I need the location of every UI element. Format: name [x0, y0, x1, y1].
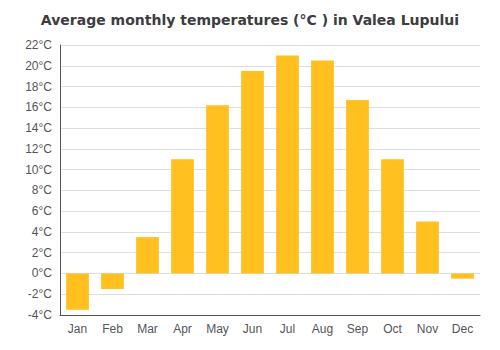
svg-text:Jun: Jun: [243, 322, 262, 336]
svg-text:16°C: 16°C: [25, 100, 52, 114]
svg-text:12°C: 12°C: [25, 142, 52, 156]
svg-text:Sep: Sep: [347, 322, 369, 336]
svg-text:22°C: 22°C: [25, 38, 52, 52]
svg-text:Dec: Dec: [452, 322, 473, 336]
svg-text:-2°C: -2°C: [28, 287, 52, 301]
svg-text:Jan: Jan: [68, 322, 87, 336]
svg-text:Aug: Aug: [312, 322, 333, 336]
svg-text:Jul: Jul: [280, 322, 295, 336]
svg-text:Nov: Nov: [417, 322, 438, 336]
svg-text:6°C: 6°C: [32, 204, 52, 218]
svg-text:8°C: 8°C: [32, 183, 52, 197]
svg-text:10°C: 10°C: [25, 163, 52, 177]
svg-text:0°C: 0°C: [32, 266, 52, 280]
svg-text:2°C: 2°C: [32, 246, 52, 260]
svg-text:Mar: Mar: [137, 322, 158, 336]
svg-text:20°C: 20°C: [25, 59, 52, 73]
svg-text:18°C: 18°C: [25, 80, 52, 94]
svg-text:Average monthly temperatures (: Average monthly temperatures (°C ) in Va…: [41, 12, 459, 28]
svg-text:Feb: Feb: [102, 322, 123, 336]
svg-text:Apr: Apr: [173, 322, 192, 336]
svg-text:-4°C: -4°C: [28, 308, 52, 322]
svg-text:4°C: 4°C: [32, 225, 52, 239]
svg-text:May: May: [206, 322, 229, 336]
svg-text:14°C: 14°C: [25, 121, 52, 135]
svg-text:Oct: Oct: [383, 322, 402, 336]
